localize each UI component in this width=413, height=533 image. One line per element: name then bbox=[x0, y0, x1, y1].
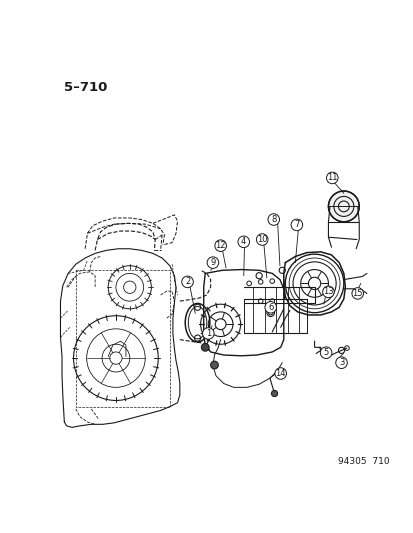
Text: 15: 15 bbox=[351, 289, 362, 298]
Text: 12: 12 bbox=[215, 241, 225, 250]
Circle shape bbox=[264, 302, 276, 313]
Text: 5–710: 5–710 bbox=[64, 81, 107, 94]
Text: 1: 1 bbox=[205, 329, 211, 338]
Circle shape bbox=[201, 343, 209, 351]
Circle shape bbox=[351, 288, 363, 299]
Circle shape bbox=[271, 391, 277, 397]
Circle shape bbox=[256, 234, 267, 245]
Circle shape bbox=[320, 347, 331, 359]
Circle shape bbox=[290, 219, 302, 231]
Text: 2: 2 bbox=[185, 277, 190, 286]
Circle shape bbox=[210, 361, 218, 369]
Text: 3: 3 bbox=[338, 358, 343, 367]
Circle shape bbox=[322, 286, 333, 297]
Circle shape bbox=[202, 328, 214, 339]
Circle shape bbox=[335, 357, 347, 368]
Circle shape bbox=[274, 368, 286, 379]
Text: 14: 14 bbox=[275, 369, 285, 378]
Text: 8: 8 bbox=[271, 215, 276, 224]
Text: 13: 13 bbox=[323, 287, 333, 296]
Text: 94305  710: 94305 710 bbox=[337, 457, 388, 466]
Circle shape bbox=[328, 191, 358, 222]
Circle shape bbox=[181, 276, 193, 288]
Text: 5: 5 bbox=[323, 348, 328, 357]
Text: 6: 6 bbox=[267, 303, 273, 312]
Circle shape bbox=[267, 214, 279, 225]
Circle shape bbox=[237, 236, 249, 248]
Circle shape bbox=[206, 257, 218, 269]
Text: 11: 11 bbox=[326, 173, 337, 182]
Circle shape bbox=[326, 172, 337, 184]
Circle shape bbox=[214, 240, 226, 252]
Text: 10: 10 bbox=[256, 235, 267, 244]
Text: 4: 4 bbox=[240, 237, 246, 246]
Text: 9: 9 bbox=[210, 258, 215, 267]
Text: 7: 7 bbox=[294, 220, 299, 229]
